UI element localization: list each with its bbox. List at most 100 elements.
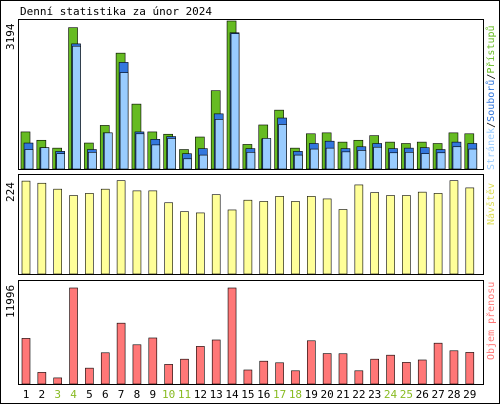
bar-strnek-day-29 <box>468 148 478 170</box>
legend-navstev: Návštěv <box>485 183 497 225</box>
hits-panel-max-label: 3194 <box>4 23 17 50</box>
bar-strnek-day-5 <box>88 152 97 170</box>
bar-objem-day-14 <box>227 287 237 385</box>
bar-objem-day-8 <box>132 344 142 385</box>
day-label-2: 2 <box>39 388 46 401</box>
bar-objem-day-12 <box>196 346 205 385</box>
bar-objem-day-19 <box>306 340 316 385</box>
legend-separator-2: / <box>486 74 497 80</box>
bar-objem-day-10 <box>164 364 173 385</box>
day-label-23: 23 <box>368 388 381 401</box>
bar-navstevy-day-16 <box>259 201 269 275</box>
day-label-6: 6 <box>102 388 109 401</box>
day-label-27: 27 <box>431 388 444 401</box>
hits-panel-legend: Stránek/Souborů/Přístupů <box>485 25 497 170</box>
day-label-8: 8 <box>134 388 141 401</box>
bar-navstevy-day-13 <box>211 194 221 275</box>
bar-strnek-day-3 <box>56 153 66 170</box>
day-label-3: 3 <box>54 388 61 401</box>
bar-objem-day-4 <box>69 287 78 385</box>
bar-strnek-day-27 <box>436 152 446 170</box>
bar-navstevy-day-29 <box>465 187 475 275</box>
bar-strnek-day-23 <box>373 146 383 170</box>
visits-panel-legend: Návštěv <box>485 183 497 225</box>
bar-navstevy-day-5 <box>85 193 94 275</box>
bar-strnek-day-17 <box>278 124 287 170</box>
bar-navstevy-day-27 <box>433 193 443 275</box>
chart-title: Denní statistika za únor 2024 <box>20 5 212 18</box>
day-label-14: 14 <box>225 388 239 401</box>
visits-panel: 224 Návštěv <box>4 174 497 275</box>
bar-navstevy-day-17 <box>275 196 284 275</box>
bar-objem-day-15 <box>243 369 253 385</box>
bar-objem-day-23 <box>370 358 380 385</box>
bar-strnek-day-9 <box>151 144 161 170</box>
bar-strnek-day-12 <box>199 154 208 170</box>
bar-strnek-day-1 <box>24 149 34 170</box>
bar-navstevy-day-25 <box>402 195 411 275</box>
day-label-20: 20 <box>321 388 334 401</box>
bar-strnek-day-11 <box>183 158 192 170</box>
bar-objem-day-6 <box>100 352 110 385</box>
day-label-26: 26 <box>416 388 429 401</box>
day-label-10: 10 <box>162 388 175 401</box>
visits-panel-bars <box>21 180 475 275</box>
bar-objem-day-18 <box>291 370 300 385</box>
bar-objem-day-16 <box>259 360 269 385</box>
day-label-15: 15 <box>241 388 254 401</box>
day-label-18: 18 <box>289 388 302 401</box>
bar-strnek-day-21 <box>341 151 351 170</box>
day-label-24: 24 <box>384 388 398 401</box>
bar-navstevy-day-15 <box>243 199 253 275</box>
bar-strnek-day-18 <box>294 154 303 170</box>
day-label-19: 19 <box>305 388 318 401</box>
bar-objem-day-9 <box>148 337 158 385</box>
bar-strnek-day-15 <box>246 152 256 170</box>
bar-strnek-day-6 <box>103 132 113 170</box>
bar-navstevy-day-4 <box>69 195 78 275</box>
bar-strnek-day-25 <box>405 152 414 170</box>
bar-navstevy-day-20 <box>322 198 332 275</box>
day-label-16: 16 <box>257 388 270 401</box>
bar-objem-day-5 <box>85 367 94 385</box>
legend-stranek: Stránek <box>485 128 497 170</box>
bar-objem-day-20 <box>322 353 332 385</box>
bar-navstevy-day-26 <box>417 191 427 275</box>
day-label-1: 1 <box>23 388 30 401</box>
bar-navstevy-day-8 <box>132 190 142 275</box>
volume-panel-max-label: 11996 <box>4 285 17 318</box>
bar-objem-day-1 <box>21 338 31 385</box>
bar-objem-day-22 <box>354 370 364 385</box>
bar-objem-day-21 <box>338 353 348 385</box>
bar-navstevy-day-21 <box>338 209 348 275</box>
bar-navstevy-day-28 <box>449 180 459 275</box>
day-label-5: 5 <box>86 388 93 401</box>
bar-strnek-day-19 <box>309 148 319 170</box>
legend-objem-prenosu: Objem přenosu <box>485 282 497 360</box>
bar-navstevy-day-22 <box>354 184 364 275</box>
legend-separator-1: / <box>486 122 497 128</box>
day-label-22: 22 <box>352 388 365 401</box>
day-label-7: 7 <box>118 388 125 401</box>
bar-objem-day-25 <box>402 362 411 385</box>
bar-navstevy-day-23 <box>370 192 380 275</box>
day-label-25: 25 <box>400 388 413 401</box>
bar-strnek-day-26 <box>420 153 430 170</box>
bar-navstevy-day-1 <box>21 180 31 275</box>
bar-objem-day-29 <box>465 352 475 385</box>
bar-objem-day-7 <box>116 322 126 385</box>
bar-objem-day-27 <box>433 342 443 385</box>
legend-pristupu: Přístupů <box>485 25 497 73</box>
bar-objem-day-28 <box>449 350 459 385</box>
bar-objem-day-2 <box>37 372 47 385</box>
bar-navstevy-day-12 <box>196 212 205 275</box>
bar-objem-day-13 <box>211 339 221 385</box>
bar-strnek-day-13 <box>214 119 224 170</box>
bar-objem-day-17 <box>275 362 284 385</box>
day-axis-labels: 1 2 3 4 5 6 7 8 9 10 11 12 13 14 15 16 17 18 19 20 21 22 23 24 2… <box>23 388 477 401</box>
bar-objem-day-3 <box>53 377 63 385</box>
day-label-17: 17 <box>273 388 286 401</box>
bar-navstevy-day-9 <box>148 190 158 275</box>
day-label-12: 12 <box>194 388 207 401</box>
